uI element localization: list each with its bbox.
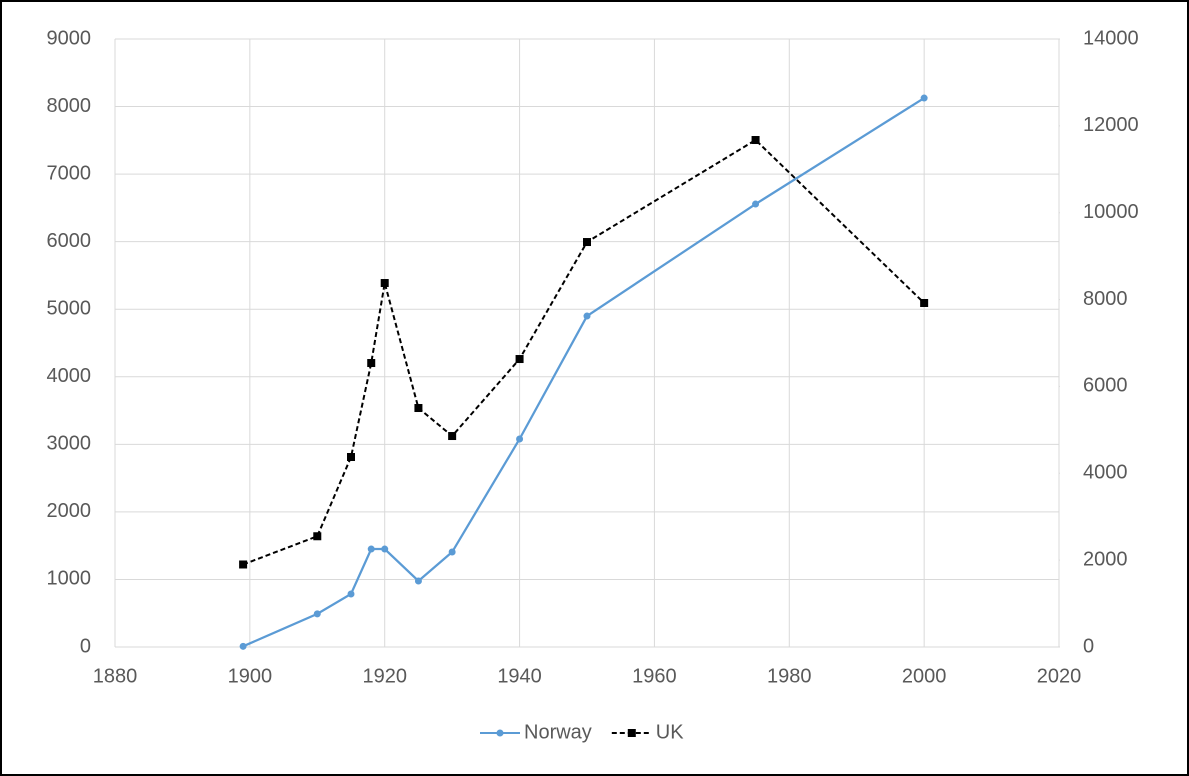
y-tick-label: 5000: [47, 298, 92, 320]
marker: [347, 453, 355, 461]
y2-tick-label: 14000: [1083, 27, 1139, 49]
y-tick-label: 8000: [47, 95, 92, 117]
marker: [239, 560, 248, 569]
x-tick-label: 2000: [902, 665, 947, 687]
y2-tick-label: 12000: [1083, 114, 1139, 136]
marker: [414, 404, 423, 413]
x-tick-label: 1980: [767, 665, 812, 687]
marker: [920, 299, 929, 308]
marker: [313, 610, 321, 618]
y2-tick-label: 4000: [1083, 462, 1128, 484]
legend-marker: [627, 729, 636, 737]
y2-tick-label: 8000: [1083, 288, 1128, 310]
marker: [583, 312, 591, 320]
y2-tick-label: 0: [1083, 635, 1094, 657]
x-tick-label: 1960: [632, 665, 677, 687]
y-tick-label: 3000: [47, 433, 92, 455]
y-tick-label: 0: [80, 635, 91, 657]
marker: [239, 642, 247, 650]
marker: [583, 238, 591, 247]
y2-tick-label: 6000: [1083, 375, 1128, 397]
marker: [920, 94, 928, 102]
y2-tick-label: 10000: [1083, 201, 1139, 223]
y-tick-label: 7000: [47, 162, 92, 184]
y-tick-label: 2000: [47, 500, 92, 522]
marker: [367, 359, 376, 368]
legend-label: Norway: [524, 721, 592, 743]
y-tick-label: 4000: [47, 365, 92, 387]
marker: [448, 432, 457, 441]
y-tick-label: 6000: [47, 230, 92, 252]
y-tick-label: 1000: [47, 568, 92, 590]
marker: [380, 279, 389, 288]
marker: [347, 590, 355, 598]
legend-marker: [496, 729, 504, 737]
legend: Norway UK: [480, 721, 684, 743]
marker: [381, 545, 389, 553]
marker: [313, 532, 322, 541]
marker: [752, 200, 760, 208]
x-tick-label: 1880: [93, 665, 138, 687]
marker: [367, 545, 375, 553]
legend-label: UK: [656, 721, 684, 743]
x-tick-label: 1920: [362, 665, 407, 687]
marker: [515, 355, 524, 364]
marker: [751, 136, 760, 145]
marker: [516, 435, 524, 443]
y2-tick-label: 2000: [1083, 548, 1128, 570]
x-tick-label: 2020: [1037, 665, 1082, 687]
x-tick-label: 1940: [497, 665, 542, 687]
y-tick-label: 9000: [47, 27, 92, 49]
x-tick-label: 1900: [228, 665, 273, 687]
marker: [414, 577, 422, 585]
marker: [448, 548, 456, 556]
